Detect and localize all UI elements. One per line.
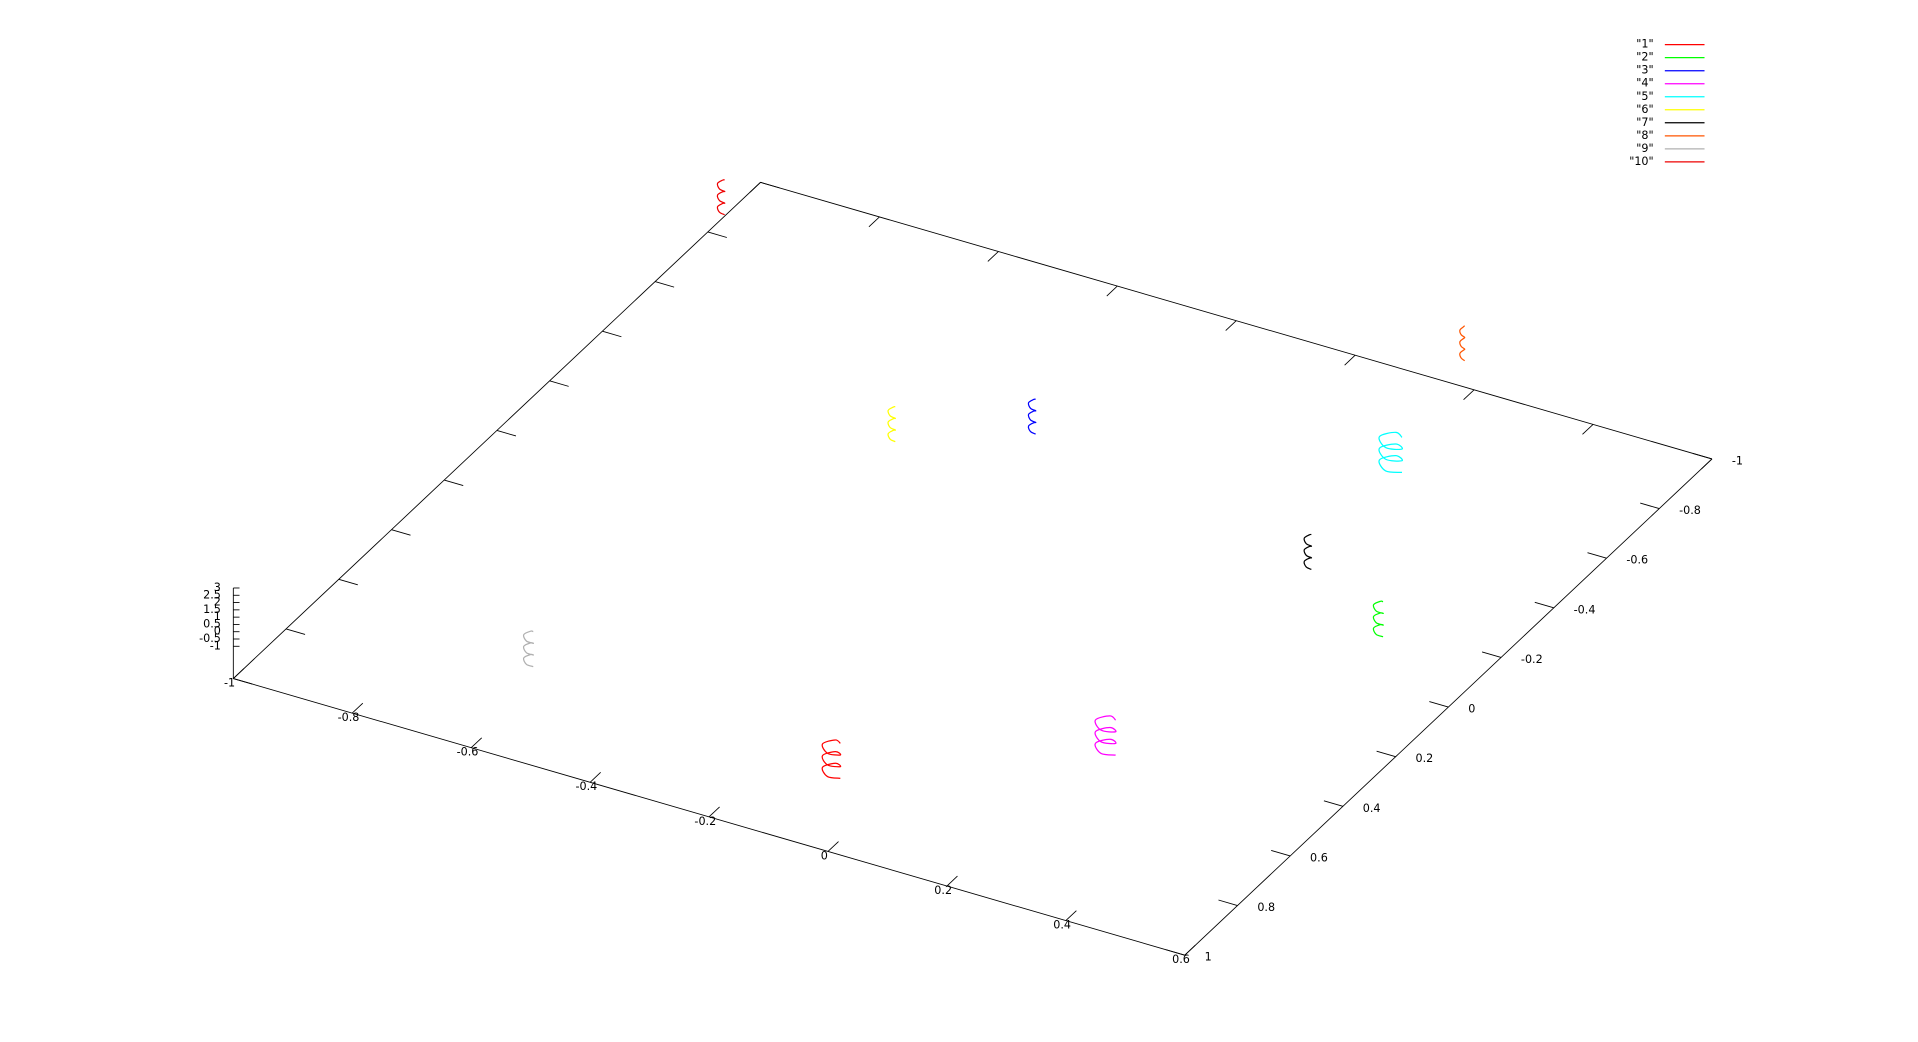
y-tick [602,330,622,338]
legend-label: "4" [1636,77,1653,90]
x-tick [233,668,245,679]
x-tick [470,737,483,749]
y-tick [1587,552,1607,559]
z-tick-label: 1 [214,610,221,623]
helix-line [522,630,535,668]
x-tick-label: 0.6 [1172,953,1190,966]
legend-label: "10" [1629,155,1653,168]
x-tick [1225,320,1237,331]
legend-label: "3" [1636,64,1653,77]
z-tick-label: 0.5 [203,617,221,630]
z-tick-label: 3 [214,581,221,594]
x-tick-label: 0.4 [1053,919,1071,932]
z-tick-label: -0.5 [199,632,221,645]
y-tick-label: 0 [1468,703,1475,716]
y-tick [1218,899,1238,906]
y-tick-label: -1 [1732,454,1743,467]
helix-line [1094,715,1117,756]
x-tick-label: -0.6 [457,746,479,759]
helix-line [1303,533,1313,571]
x-tick [351,702,364,714]
legend-label: "8" [1636,129,1653,142]
z-tick-label: -1 [210,639,221,652]
y-tick [1429,701,1449,708]
y-tick [1376,750,1396,758]
y-tick [760,181,780,189]
z-tick-label: 0 [214,625,221,638]
y-tick [549,380,569,387]
z-tick-label: 2 [214,596,221,609]
helix-line [1459,325,1466,362]
helix-line [821,739,842,779]
y-tick-label: -0.4 [1574,603,1596,616]
x-tick [749,182,761,193]
helix-line [1027,398,1037,435]
x-tick-label: -0.8 [338,711,360,724]
y-tick [1640,502,1660,510]
y-tick [1481,651,1502,658]
x-tick [987,251,999,262]
y-tick [1271,849,1291,857]
z-tick-label: 1.5 [203,603,221,616]
helix-line [716,179,726,216]
x-tick-label: 0.2 [934,884,952,897]
x-tick [1701,458,1713,470]
y-tick [1323,800,1344,807]
x-tick [708,806,720,818]
y-tick-label: 0.8 [1257,901,1275,914]
y-tick [233,678,253,685]
y-tick-label: 0.6 [1310,851,1328,864]
helix-line [1372,600,1384,638]
y-tick [707,231,727,238]
y-tick [1692,453,1713,460]
x-tick-label: -0.4 [576,780,598,793]
y-tick-label: -0.6 [1626,554,1648,567]
x-tick-label: -1 [224,677,235,690]
y-tick [391,529,411,536]
legend-label: "9" [1636,142,1653,155]
y-tick-label: -0.8 [1679,504,1701,517]
y-tick [496,430,517,437]
legend-label: "5" [1636,90,1653,103]
x-tick [946,875,958,887]
z-tick-label: 2.5 [203,588,221,601]
y-tick [285,628,306,635]
legend-label: "1" [1636,38,1653,51]
x-tick [589,772,601,783]
y-tick [654,281,675,288]
legend-label: "2" [1636,51,1653,64]
x-tick [1065,910,1077,921]
x-tick [1184,944,1196,956]
x-tick [1344,354,1356,366]
helix-line [1378,431,1403,474]
x-tick [827,841,839,852]
y-tick [444,479,464,487]
legend-label: "7" [1636,116,1653,129]
legend-label: "6" [1636,103,1653,116]
y-tick [1534,601,1554,609]
y-tick-label: 1 [1205,951,1212,964]
x-tick [868,216,880,228]
y-tick-label: 0.2 [1415,752,1433,765]
x-tick [1106,285,1118,297]
x-tick [1463,389,1475,401]
x-tick-label: 0 [821,849,828,862]
y-tick [1165,949,1185,956]
y-tick [338,578,358,586]
x-tick [1582,424,1594,435]
x-tick-label: -0.2 [694,815,716,828]
y-tick-label: 0.4 [1363,802,1381,815]
y-tick-label: -0.2 [1521,653,1543,666]
helix-line [887,406,897,443]
